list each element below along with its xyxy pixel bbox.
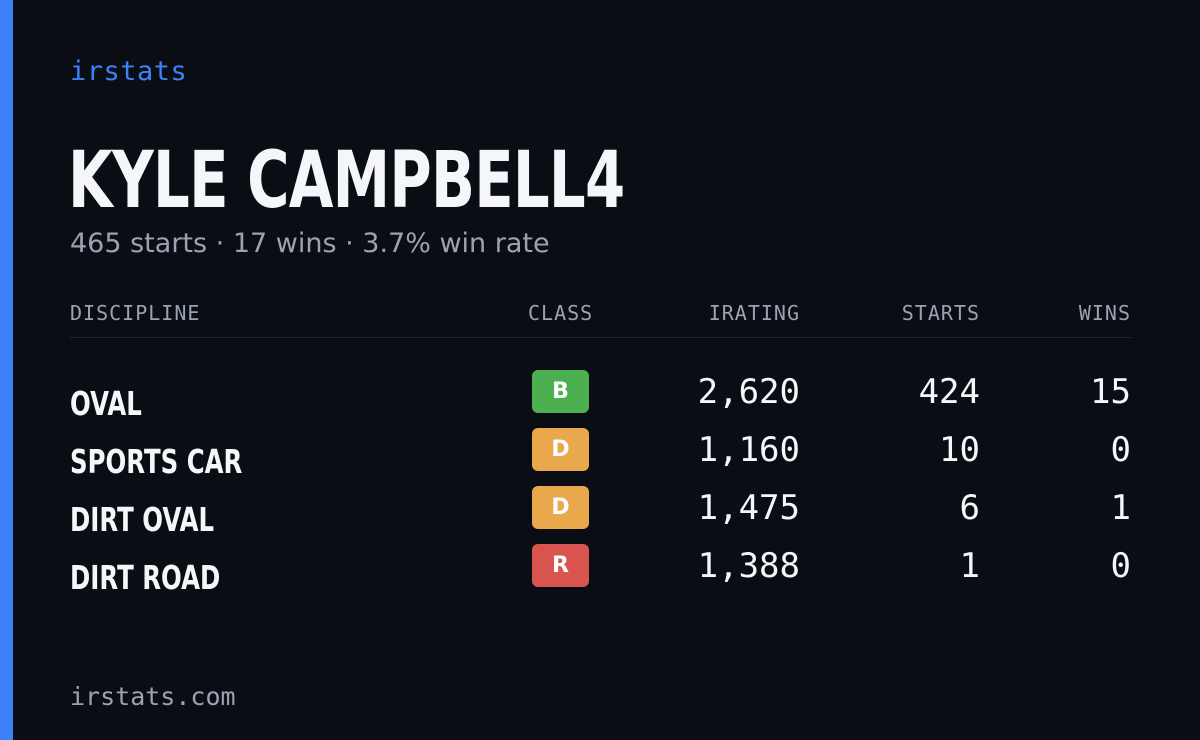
discipline-name: OVAL bbox=[70, 384, 142, 423]
irating-value: 1,388 bbox=[697, 546, 800, 586]
irating-value: 1,160 bbox=[697, 430, 800, 470]
starts-value: 424 bbox=[918, 372, 980, 412]
starts-value: 1 bbox=[959, 546, 980, 586]
header-irating: IRATING bbox=[708, 301, 800, 325]
irating-value: 2,620 bbox=[697, 372, 800, 412]
discipline-name: SPORTS CAR bbox=[70, 442, 243, 481]
starts-value: 6 bbox=[959, 488, 980, 528]
discipline-name: DIRT ROAD bbox=[70, 558, 221, 597]
class-badge: B bbox=[532, 370, 589, 413]
accent-bar bbox=[0, 0, 13, 740]
footer-site-link[interactable]: irstats.com bbox=[70, 682, 236, 711]
irating-value: 1,475 bbox=[697, 488, 800, 528]
discipline-name: DIRT OVAL bbox=[70, 500, 215, 539]
stats-table: DISCIPLINE CLASS IRATING STARTS WINS OVA… bbox=[70, 298, 1131, 602]
header-class: CLASS bbox=[528, 301, 594, 325]
wins-value: 0 bbox=[1110, 546, 1131, 586]
table-body: OVAL B 2,620 424 15 SPORTS CAR D 1,160 1… bbox=[70, 338, 1131, 602]
class-badge: D bbox=[532, 486, 589, 529]
header-wins: WINS bbox=[1078, 301, 1131, 325]
class-badge: D bbox=[532, 428, 589, 471]
class-badge: R bbox=[532, 544, 589, 587]
player-summary: 465 starts · 17 wins · 3.7% win rate bbox=[70, 228, 550, 259]
table-row: SPORTS CAR D 1,160 10 0 bbox=[70, 428, 1131, 486]
table-header: DISCIPLINE CLASS IRATING STARTS WINS bbox=[70, 298, 1131, 338]
wins-value: 0 bbox=[1110, 430, 1131, 470]
brand-logo-text[interactable]: irstats bbox=[70, 56, 188, 87]
player-name: KYLE CAMPBELL4 bbox=[68, 136, 625, 226]
table-row: DIRT OVAL D 1,475 6 1 bbox=[70, 486, 1131, 544]
wins-value: 1 bbox=[1110, 488, 1131, 528]
header-starts: STARTS bbox=[901, 301, 980, 325]
table-row: DIRT ROAD R 1,388 1 0 bbox=[70, 544, 1131, 602]
wins-value: 15 bbox=[1090, 372, 1131, 412]
starts-value: 10 bbox=[939, 430, 980, 470]
table-row: OVAL B 2,620 424 15 bbox=[70, 370, 1131, 428]
header-discipline: DISCIPLINE bbox=[70, 301, 201, 325]
